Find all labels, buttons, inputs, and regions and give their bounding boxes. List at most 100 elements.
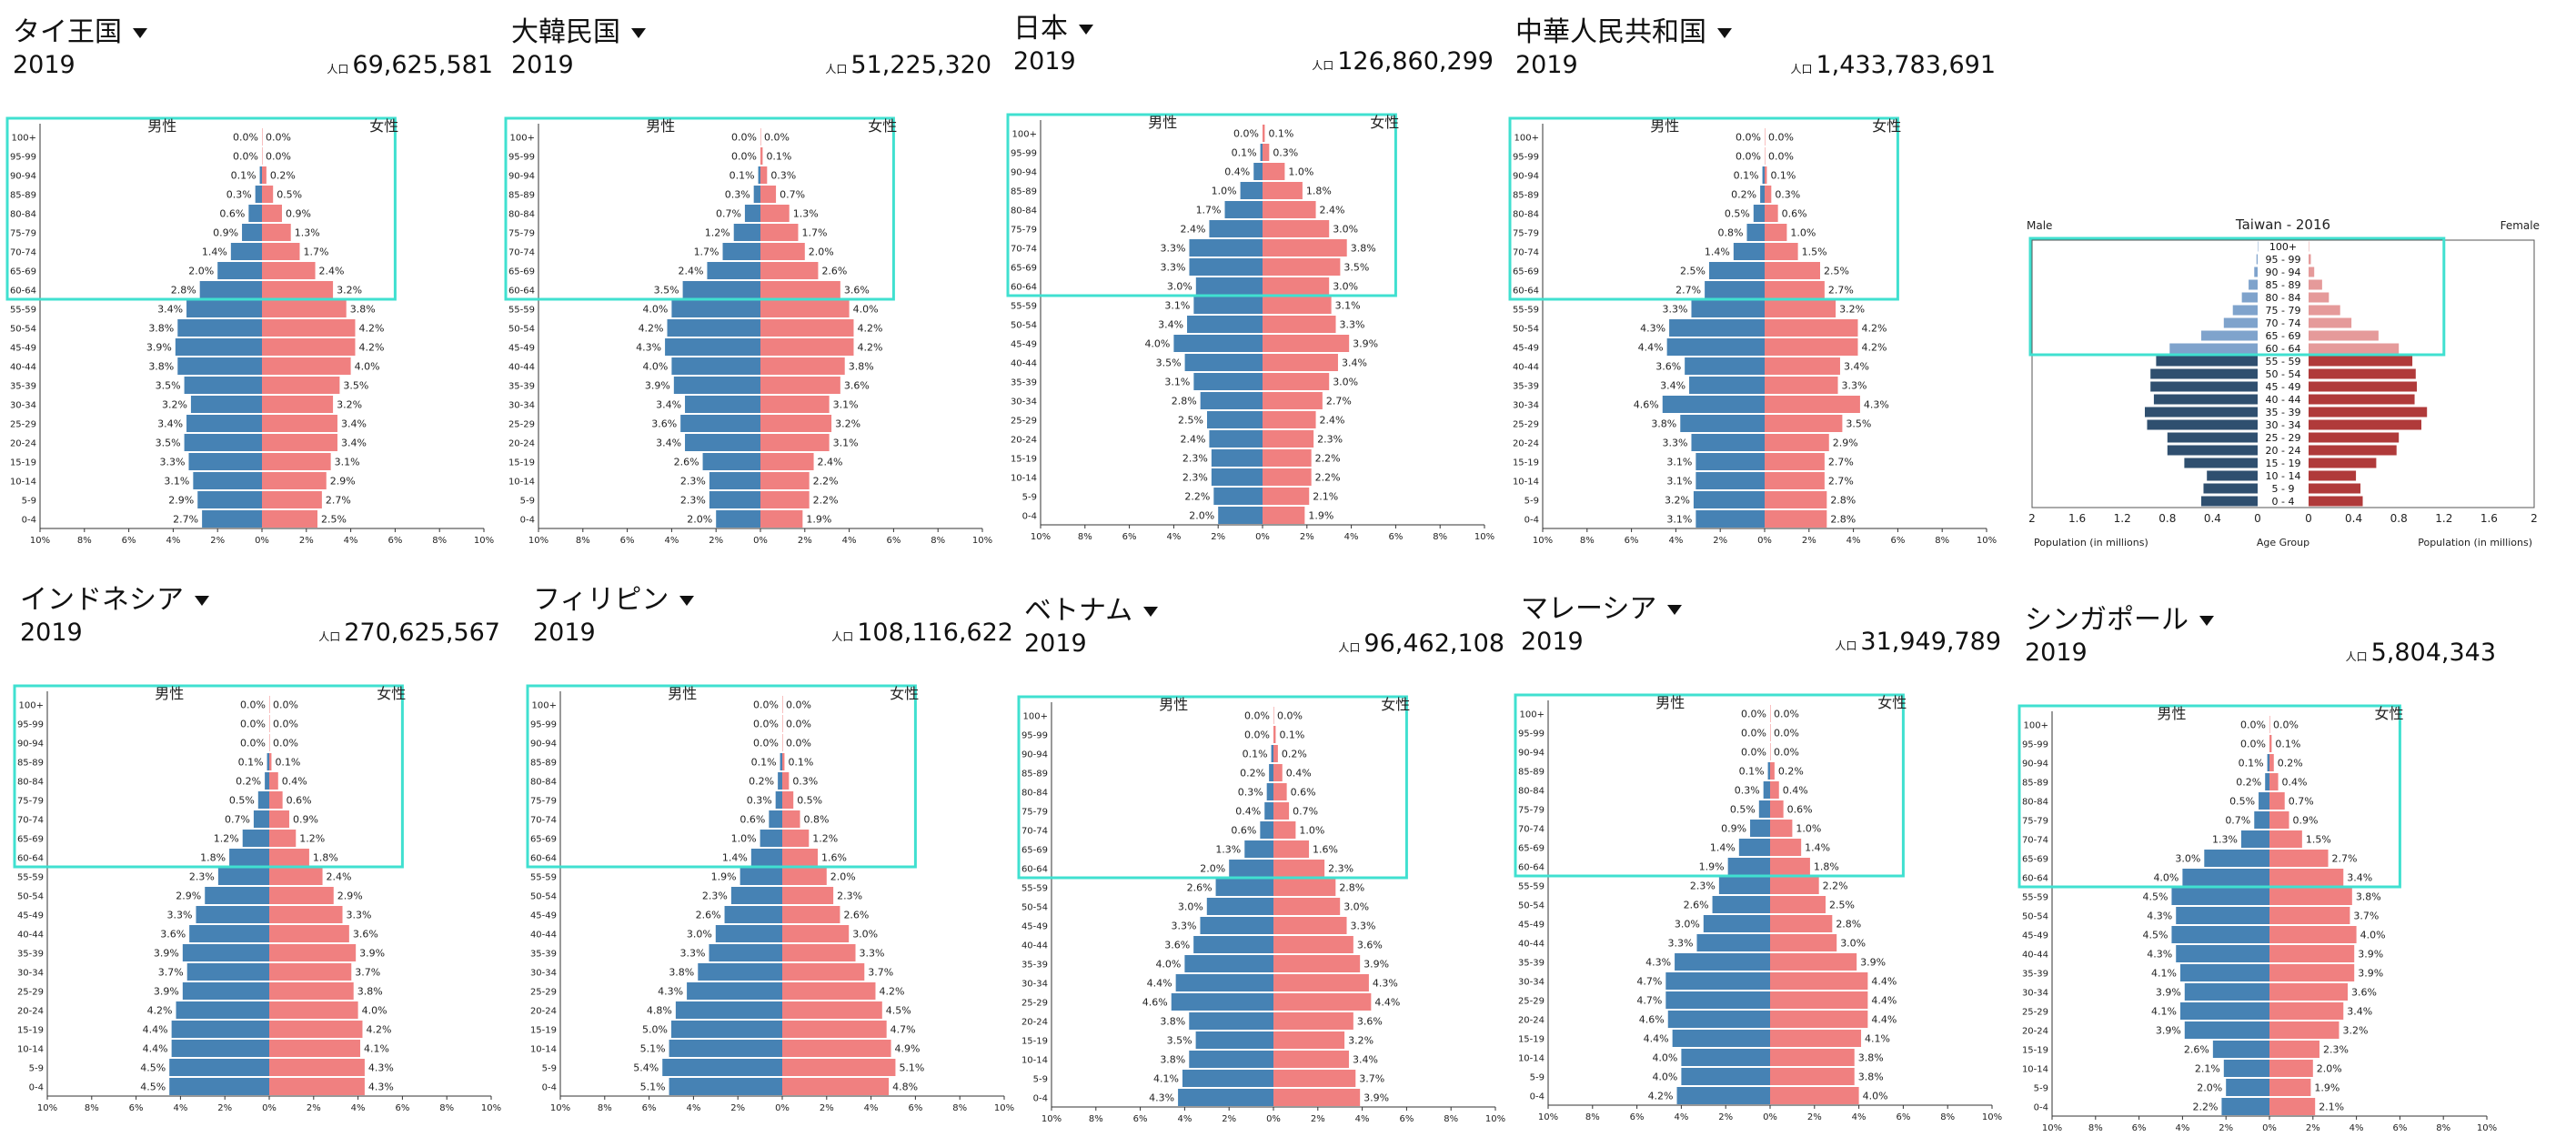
age-tick-label: 50-54 [508, 325, 535, 335]
male-bar [1685, 357, 1765, 375]
female-bar [1770, 1087, 1859, 1104]
male-value-label: 3.0% [1675, 919, 1700, 931]
male-value-label: 3.5% [156, 438, 181, 449]
age-tick-label: 80-84 [1513, 210, 1539, 220]
male-bar [1189, 1051, 1273, 1068]
x-tick-label: 0 [2305, 512, 2312, 525]
female-value-label: 0.0% [786, 738, 811, 750]
country-selector[interactable]: インドネシア [20, 577, 209, 617]
chevron-down-icon[interactable] [2199, 616, 2214, 626]
male-value-label: 0.1% [1232, 147, 1257, 159]
chevron-down-icon[interactable] [195, 596, 209, 606]
age-tick-label: 10-14 [508, 478, 535, 488]
age-tick-label: 100+ [1023, 712, 1048, 722]
x-tick-label: 4% [173, 1103, 187, 1113]
female-value-label: 0.0% [1277, 710, 1303, 722]
male-value-label: 1.3% [2212, 834, 2238, 846]
male-bar [715, 925, 782, 942]
age-tick-label: 75-79 [1011, 226, 1037, 236]
male-bar [1218, 507, 1263, 524]
chevron-down-icon[interactable] [1079, 25, 1093, 35]
country-selector[interactable]: タイ王国 [13, 9, 147, 49]
age-tick-label: 10-14 [1011, 474, 1037, 484]
male-value-label: 2.7% [1675, 285, 1701, 297]
female-value-label: 2.9% [330, 476, 356, 488]
female-bar [262, 357, 351, 375]
female-bar [1765, 491, 1827, 508]
female-bar [2269, 983, 2349, 1001]
age-tick-label: 30-34 [508, 401, 535, 411]
female-value-label: 3.4% [341, 438, 367, 449]
country-panel: インドネシア 2019 人口 270,625,567 100+ 0.0% 0.0% 95-99… [13, 571, 506, 1117]
chevron-down-icon[interactable] [1717, 28, 1732, 38]
female-value-label: 2.0% [809, 247, 834, 258]
female-value-label: 1.6% [1313, 844, 1338, 856]
female-value-label: 3.1% [335, 457, 360, 468]
female-value-label: 4.5% [886, 1005, 911, 1017]
female-value-label: 3.2% [1348, 1035, 1374, 1047]
age-tick-label: 70-74 [508, 248, 535, 258]
country-selector[interactable]: マレーシア [1521, 586, 1683, 626]
age-tick-label: 95-99 [17, 720, 44, 730]
male-bar [2232, 305, 2258, 316]
male-bar [1178, 1089, 1273, 1106]
female-bar [760, 472, 810, 489]
male-value-label: 2.0% [1189, 510, 1214, 522]
male-bar [2156, 356, 2258, 367]
male-value-label: 4.6% [1634, 399, 1659, 411]
female-bar [1263, 468, 1312, 486]
x-tick-label: 4% [1852, 1112, 1867, 1122]
country-selector[interactable]: 大韓民国 [511, 9, 646, 49]
male-bar [2150, 381, 2258, 392]
x-tick-label: 2% [2306, 1123, 2320, 1133]
male-value-label: 2.3% [189, 871, 215, 883]
x-tick-label: 8% [1940, 1112, 1955, 1122]
male-value-label: 2.8% [1172, 396, 1197, 408]
female-bar [1770, 800, 1784, 818]
male-value-label: 1.0% [731, 833, 757, 845]
age-tick-label: 65 - 69 [2266, 330, 2301, 342]
male-bar [169, 1059, 269, 1076]
male-bar [2267, 754, 2269, 771]
chevron-down-icon[interactable] [631, 28, 646, 38]
chevron-down-icon[interactable] [1667, 605, 1683, 615]
age-tick-label: 80-84 [508, 210, 535, 220]
female-bar [760, 205, 790, 222]
female-bar [2309, 381, 2418, 392]
female-value-label: 4.0% [355, 361, 380, 373]
age-tick-label: 20-24 [1011, 436, 1037, 446]
male-value-label: 3.1% [1164, 300, 1190, 312]
chevron-down-icon[interactable] [133, 28, 147, 38]
population-value: 1,433,783,691 [1816, 51, 1996, 79]
age-tick-label: 70-74 [2022, 836, 2048, 846]
male-value-label: 0.1% [238, 757, 264, 769]
age-tick-label: 5 - 9 [2272, 483, 2295, 495]
country-name: 日本 [1013, 13, 1068, 45]
male-value-label: 0.3% [226, 189, 252, 201]
age-tick-label: 60-64 [530, 854, 557, 864]
chevron-down-icon[interactable] [1143, 607, 1159, 617]
female-bar [760, 491, 810, 508]
male-bar [1184, 955, 1273, 972]
country-selector[interactable]: シンガポール [2025, 597, 2214, 637]
male-value-label: 3.4% [1660, 380, 1685, 392]
country-selector[interactable]: 中華人民共和国 [1515, 9, 1732, 49]
female-value-label: 1.9% [2314, 1082, 2340, 1094]
country-selector[interactable]: 日本 [1013, 5, 1093, 45]
female-bar [1770, 762, 1775, 780]
female-value-label: 1.7% [303, 247, 328, 258]
country-selector[interactable]: フィリピン [533, 577, 695, 617]
female-value-label: 3.8% [2356, 891, 2381, 903]
male-bar [1209, 430, 1263, 448]
male-bar [2258, 241, 2259, 252]
x-tick-label: 0% [2262, 1123, 2277, 1133]
female-value-label: 1.5% [2306, 834, 2331, 846]
x-tick-label: 6% [1399, 1114, 1414, 1124]
country-selector[interactable]: ベトナム [1024, 588, 1159, 628]
male-bar [2184, 1021, 2269, 1039]
female-value-label: 0.7% [2289, 796, 2314, 808]
male-value-label: 1.8% [200, 852, 226, 864]
male-value-label: 3.1% [1164, 377, 1190, 388]
female-bar [2269, 1021, 2340, 1039]
chevron-down-icon[interactable] [679, 596, 695, 606]
